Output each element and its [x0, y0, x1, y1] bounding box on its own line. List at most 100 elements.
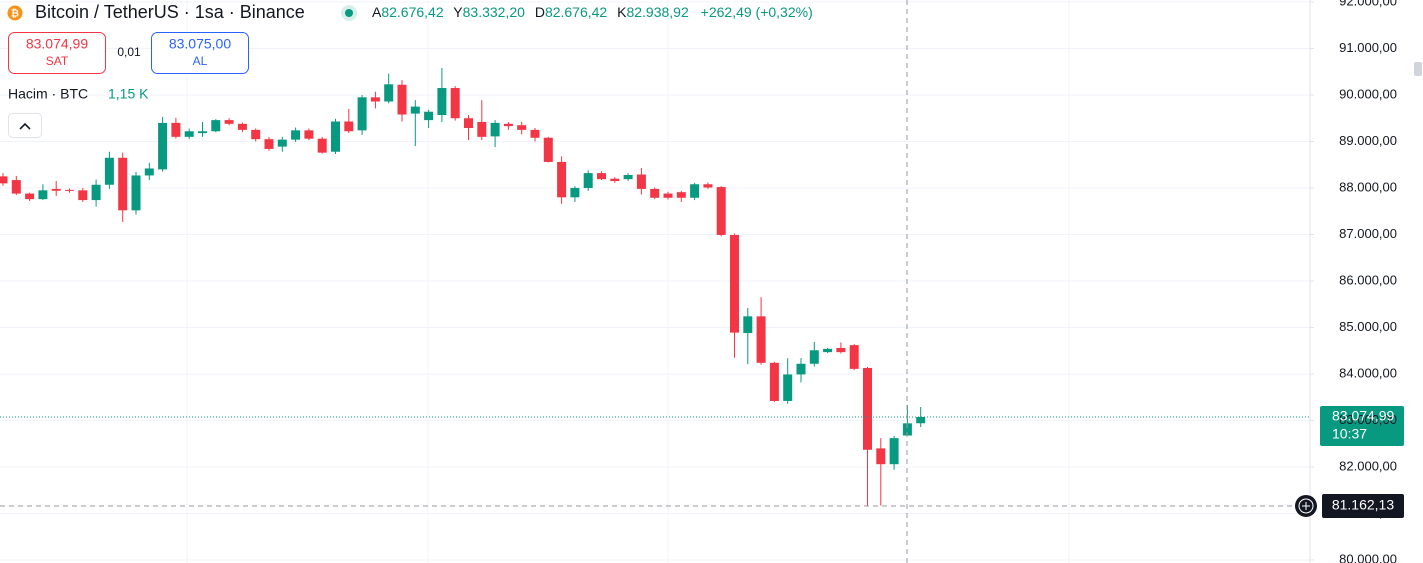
candle-body: [809, 350, 819, 364]
candle-body: [171, 122, 181, 137]
ohlc-value: 83.332,20: [463, 4, 525, 20]
change: +262,49 (+0,32%): [701, 4, 813, 20]
candle-body: [876, 448, 886, 465]
candle-body: [437, 88, 447, 115]
ohlc: A82.676,42 Y83.332,20 D82.676,42 K82.938…: [372, 4, 813, 20]
crosshair-box: [1322, 493, 1404, 518]
candle-body: [237, 123, 247, 130]
candle-body: [543, 137, 553, 162]
ohlc-value: 82.676,42: [381, 4, 443, 20]
candle-body: [823, 348, 833, 353]
candle-body: [317, 138, 327, 153]
candle-body: [104, 157, 114, 185]
candle-body: [916, 416, 926, 424]
candle-body: [304, 130, 314, 139]
candle-body: [51, 188, 61, 191]
volume-label: Hacim · BTC: [8, 86, 88, 102]
candle-body: [384, 84, 394, 102]
candle-body: [503, 123, 513, 127]
coin-icon-letter: ₿: [11, 8, 19, 20]
candle-body: [597, 173, 606, 180]
add-alert-ring: [1298, 498, 1314, 514]
y-tick-label: 83.000,00: [1339, 412, 1397, 427]
y-tick-label: 86.000,00: [1339, 272, 1397, 287]
sell-box[interactable]: [8, 32, 106, 74]
coin-icon: [7, 5, 23, 21]
candle-body: [277, 139, 287, 147]
y-tick-label: 88.000,00: [1339, 179, 1397, 194]
chevron-icon[interactable]: [19, 122, 31, 130]
candle-body: [410, 106, 420, 114]
candle-body: [0, 176, 8, 184]
candle-body: [370, 97, 380, 102]
candles: [0, 68, 926, 506]
y-tick-label: 91.000,00: [1339, 40, 1397, 55]
candle-body: [224, 120, 234, 124]
sell-label[interactable]: SAT: [46, 54, 69, 68]
candle-body: [849, 345, 859, 369]
time-grid: [186, 0, 1070, 563]
buy-button[interactable]: 83.075,00 AL: [151, 32, 249, 74]
candle-body: [650, 188, 660, 198]
candle-body: [357, 97, 367, 131]
candle-body: [756, 316, 766, 363]
candle-body: [211, 120, 221, 132]
candle-body: [424, 111, 434, 121]
candle-body: [477, 121, 487, 137]
candle-body: [730, 234, 739, 333]
sell-price[interactable]: 83.074,99: [26, 36, 88, 52]
candle-body: [557, 161, 567, 198]
y-tick-label: 90.000,00: [1339, 86, 1397, 101]
candle-body: [769, 362, 779, 401]
candle-body: [716, 187, 726, 235]
buy-label[interactable]: AL: [193, 54, 208, 68]
candle-body: [623, 174, 633, 180]
y-tick-label: 87.000,00: [1339, 226, 1397, 241]
candle-body: [490, 122, 500, 137]
candle-body: [583, 173, 593, 188]
candle-body: [663, 193, 673, 198]
y-tick-label: 92.000,00: [1339, 0, 1397, 8]
buy-box[interactable]: [151, 32, 249, 74]
candle-body: [889, 438, 899, 465]
grid: [0, 1, 1314, 561]
candle-body: [863, 367, 872, 450]
y-tick-label: 82.000,00: [1339, 458, 1397, 473]
candle-body: [464, 118, 473, 129]
candle-body: [836, 347, 846, 353]
candle-body: [264, 139, 274, 149]
add-alert-plus: [1302, 501, 1310, 510]
candle-body: [144, 168, 154, 176]
candle-body: [25, 193, 35, 200]
candle-body: [783, 374, 793, 401]
candle-body: [344, 121, 354, 132]
candle-body: [251, 129, 261, 140]
countdown: 10:37: [1332, 426, 1367, 442]
candle-body: [450, 88, 460, 119]
collapse-button[interactable]: [8, 113, 42, 138]
spread: 0,01: [117, 45, 141, 59]
candle-body: [517, 125, 527, 130]
sell-button[interactable]: 83.074,99 SAT: [8, 32, 106, 74]
buy-price[interactable]: 83.075,00: [169, 36, 231, 52]
scrollbar[interactable]: [1414, 62, 1422, 76]
candle-body: [118, 157, 128, 211]
candle-body: [610, 178, 620, 182]
candle-body: [676, 192, 686, 198]
volume-value: 1,15 K: [108, 86, 149, 102]
ohlc-key: K: [617, 4, 627, 20]
candle-body: [570, 187, 580, 198]
last-price-label: 83.074,99: [1332, 408, 1394, 424]
collapse-box[interactable]: [8, 113, 42, 138]
symbol-title: Bitcoin / TetherUS · 1sa · Binance: [35, 2, 305, 22]
candle-body: [11, 180, 21, 194]
y-tick-label: 85.000,00: [1339, 319, 1397, 334]
candle-body: [397, 84, 407, 115]
ohlc-key: D: [535, 4, 545, 20]
y-tick-label: 84.000,00: [1339, 365, 1397, 380]
candle-body: [65, 189, 74, 191]
y-tick-label: 81.000,00: [1339, 505, 1397, 520]
last-price-box: [1320, 405, 1404, 446]
